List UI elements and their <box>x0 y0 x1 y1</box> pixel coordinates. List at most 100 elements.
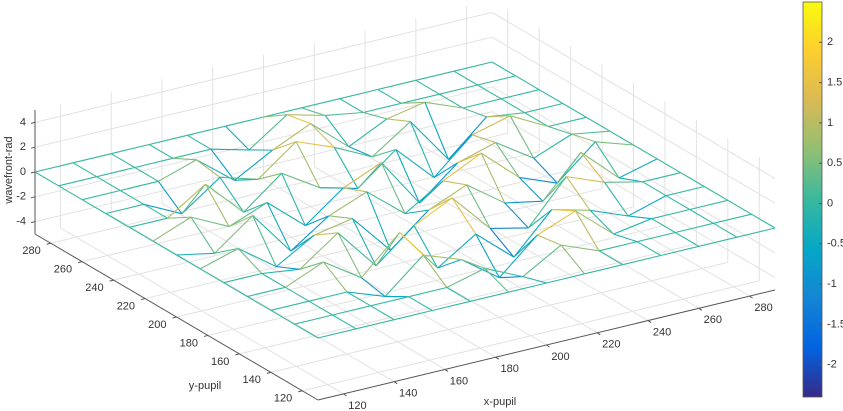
mesh-edge <box>627 195 667 217</box>
mesh-edge <box>595 141 634 146</box>
x-tick-label: 120 <box>348 400 366 411</box>
mesh-edge <box>415 70 455 81</box>
mesh-edge <box>314 232 338 236</box>
mesh-edge <box>158 159 197 182</box>
x-tick <box>546 344 550 348</box>
mesh-edge <box>527 176 567 229</box>
mesh-edge <box>518 177 544 202</box>
mesh-edge <box>422 254 448 288</box>
mesh-edge <box>333 147 359 189</box>
mesh-edge <box>361 277 386 297</box>
mesh-edge <box>380 162 406 214</box>
mesh-edge <box>119 190 145 205</box>
x-tick-label: 140 <box>399 388 417 400</box>
z-tick-label: -4 <box>16 216 26 228</box>
mesh-edge <box>433 134 473 178</box>
mesh-edge <box>187 134 212 150</box>
mesh-edge <box>366 191 392 251</box>
mesh-edge <box>261 273 286 288</box>
mesh-edge <box>524 112 549 127</box>
mesh-edge <box>223 272 262 284</box>
x-tick <box>393 381 398 385</box>
mesh-edge <box>223 282 248 297</box>
x-tick-label: 280 <box>754 302 772 314</box>
mesh-edge <box>394 309 433 321</box>
mesh-edge <box>375 225 415 267</box>
mesh-edge <box>633 144 658 160</box>
mesh-edge <box>651 208 690 220</box>
mesh-edge <box>500 98 525 114</box>
mesh-edge <box>167 183 206 219</box>
mesh-edge <box>432 300 471 312</box>
mesh-edge <box>72 162 97 178</box>
z-tick-label: -2 <box>16 191 26 203</box>
mesh-edge <box>442 152 482 182</box>
mesh-edge <box>689 209 714 224</box>
mesh-edge <box>377 89 402 104</box>
mesh-edge <box>666 185 705 197</box>
mesh-edge <box>546 273 585 284</box>
mesh-edge <box>680 172 705 187</box>
mesh-edge <box>424 101 464 109</box>
mesh-edge <box>466 184 505 204</box>
mesh-edge <box>489 228 515 258</box>
mesh-edge <box>270 300 310 311</box>
mesh-edge <box>461 259 500 279</box>
mesh-edge <box>294 314 333 325</box>
mesh-edge <box>190 216 216 254</box>
mesh-edge <box>594 141 620 179</box>
mesh-edge <box>199 248 239 270</box>
y-tick-label: 280 <box>22 245 40 257</box>
y-axis-label: y-pupil <box>189 380 221 392</box>
mesh-edge <box>386 101 426 120</box>
mesh-edge <box>205 183 230 227</box>
mesh-edge <box>636 241 662 256</box>
colorbar <box>802 1 823 398</box>
mesh-edge <box>290 215 330 252</box>
mesh-edge <box>504 200 543 204</box>
mesh-edge <box>261 268 300 275</box>
mesh-edge <box>149 134 188 146</box>
mesh-edge <box>736 227 776 238</box>
mesh-edge <box>129 217 168 228</box>
z-tick <box>30 171 36 174</box>
mesh-edge <box>190 216 230 228</box>
mesh-edge <box>172 148 212 159</box>
mesh-edge <box>495 142 534 159</box>
mesh-edge <box>566 176 605 183</box>
mesh-edge <box>294 323 319 339</box>
mesh-edge <box>210 148 235 181</box>
mesh-edge <box>565 176 591 211</box>
mesh-edge <box>453 70 478 86</box>
mesh-edge <box>408 286 447 298</box>
mesh-edge <box>324 115 350 147</box>
y-tick <box>172 316 177 319</box>
mesh-edge <box>301 98 340 109</box>
mesh-edge <box>462 98 502 109</box>
mesh-edge <box>437 259 462 269</box>
mesh-edge <box>384 254 424 297</box>
mesh-edge <box>219 177 245 213</box>
mesh-edge <box>105 213 130 228</box>
mesh-edge <box>370 305 395 321</box>
grid-line <box>302 280 760 392</box>
mesh-edge <box>510 115 549 128</box>
mesh-edge <box>143 203 168 219</box>
y-tick <box>203 334 209 337</box>
mesh-edge <box>148 144 174 159</box>
mesh-edge <box>110 153 136 168</box>
mesh-edge <box>508 282 547 293</box>
mesh-edge <box>689 199 728 211</box>
colorbar-tick-label: 1.5 <box>827 77 842 89</box>
z-tick-label: 4 <box>20 116 26 128</box>
mesh-edge <box>642 181 667 197</box>
mesh-edge <box>571 130 610 135</box>
x-tick-label: 220 <box>602 339 620 351</box>
y-tick-label: 220 <box>117 300 135 312</box>
grid-line <box>34 36 493 148</box>
grid-line <box>176 206 634 318</box>
mesh-edge <box>82 189 121 201</box>
y-tick <box>298 390 303 393</box>
mesh-edge <box>499 276 523 279</box>
mesh-edge <box>295 141 321 188</box>
